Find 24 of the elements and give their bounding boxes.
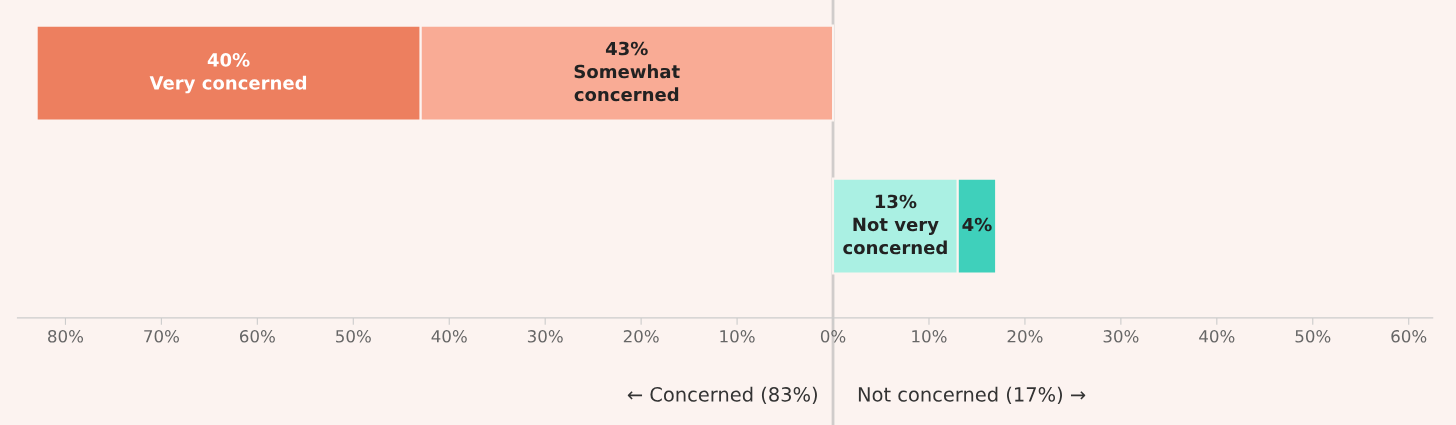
x-tick-label: 10% bbox=[912, 330, 947, 343]
series-label: Not very concerned bbox=[843, 217, 947, 255]
x-tick-label: 20% bbox=[1007, 330, 1043, 343]
annotation: Not concerned (17%) → bbox=[858, 386, 1086, 405]
x-tick-label: 50% bbox=[336, 330, 371, 343]
x-tick-label: 70% bbox=[144, 330, 179, 343]
x-tick-label: 40% bbox=[431, 330, 467, 343]
x-tick-label: 80% bbox=[48, 330, 84, 343]
x-tick-label: 0% bbox=[820, 330, 846, 343]
x-tick-label: 30% bbox=[1103, 330, 1139, 343]
data-label: 40% bbox=[207, 53, 250, 67]
x-tick-label: 10% bbox=[720, 330, 755, 343]
series-label: Very concerned bbox=[149, 75, 307, 94]
x-tick-label: 40% bbox=[1199, 330, 1235, 343]
x-tick-label: 20% bbox=[623, 330, 659, 343]
x-tick-label: 60% bbox=[239, 330, 275, 343]
x-tick-label: 30% bbox=[527, 330, 563, 343]
data-label: 43% bbox=[605, 41, 648, 56]
data-label: 4% bbox=[962, 217, 992, 232]
x-tick-label: 50% bbox=[1295, 330, 1331, 343]
series-label: Somewhat concerned bbox=[574, 64, 680, 102]
x-tick-label: 60% bbox=[1391, 330, 1427, 343]
annotation: ← Concerned (83%) bbox=[627, 386, 817, 405]
data-label: 13% bbox=[875, 194, 917, 209]
